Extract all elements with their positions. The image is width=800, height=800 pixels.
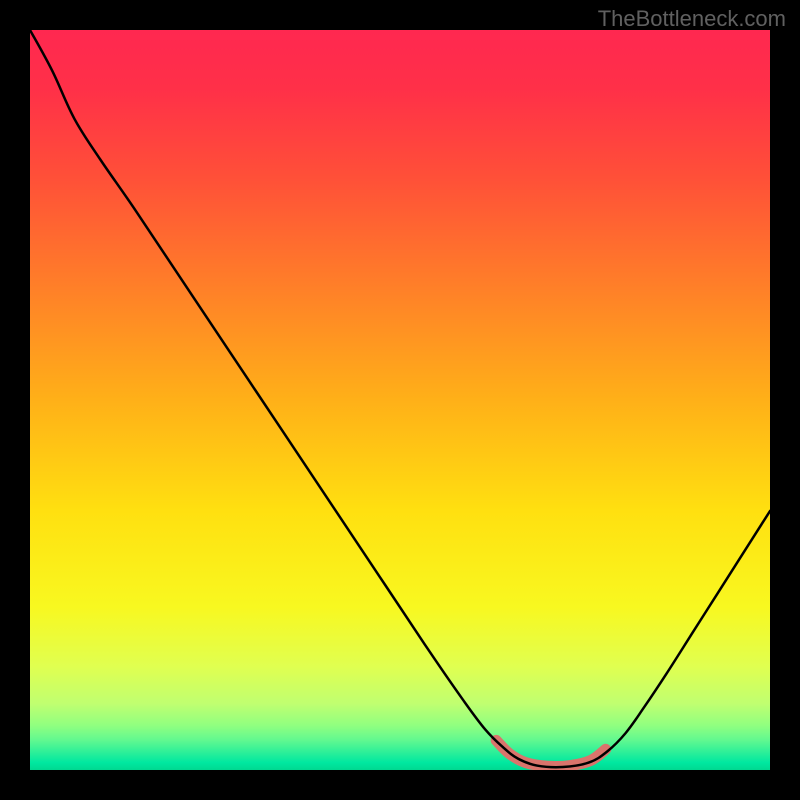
chart-svg <box>30 30 770 770</box>
watermark-text: TheBottleneck.com <box>598 6 786 32</box>
bottleneck-chart <box>30 30 770 770</box>
gradient-background <box>30 30 770 770</box>
